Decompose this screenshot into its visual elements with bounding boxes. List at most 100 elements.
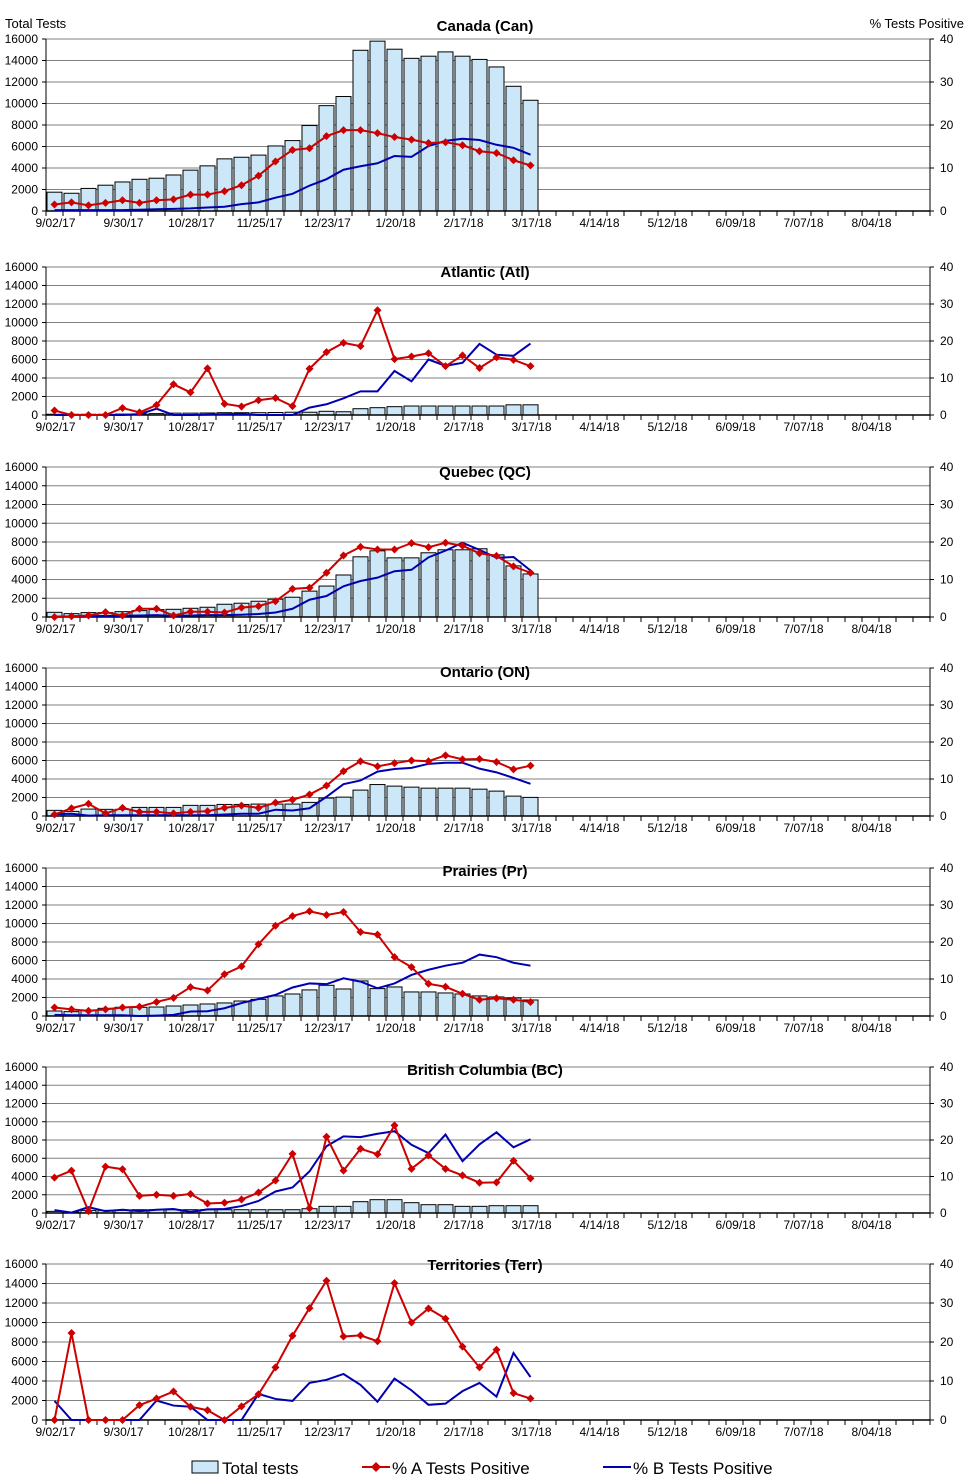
x-tick-label: 4/14/18	[579, 1425, 619, 1439]
x-tick-label: 9/30/17	[103, 216, 143, 230]
marker-pct-a	[50, 1173, 59, 1182]
x-tick-label: 1/20/18	[375, 1218, 415, 1232]
x-tick-label: 1/20/18	[375, 420, 415, 434]
bar-total-tests	[199, 165, 216, 212]
y2-tick-label: 0	[940, 1413, 947, 1427]
x-tick-label: 4/14/18	[579, 821, 619, 835]
line-pct-b	[54, 1130, 531, 1214]
x-tick-label: 11/25/17	[237, 1021, 283, 1035]
y-tick-label: 2000	[11, 791, 38, 805]
marker-pct-a	[288, 584, 297, 593]
marker-pct-a	[67, 612, 76, 621]
y2-tick-label: 20	[940, 1133, 954, 1147]
x-tick-label: 10/28/17	[168, 1021, 215, 1035]
x-tick-label: 2/17/18	[443, 821, 483, 835]
marker-pct-a	[322, 132, 331, 141]
bar-total-tests	[301, 125, 318, 212]
marker-pct-a	[271, 921, 280, 930]
x-tick-label: 10/28/17	[168, 821, 215, 835]
marker-pct-a	[101, 198, 110, 207]
y-tick-label: 4000	[11, 371, 38, 385]
bar-total-tests	[318, 585, 335, 618]
bar-total-tests	[216, 158, 233, 212]
x-tick-label: 1/20/18	[375, 1425, 415, 1439]
x-tick-label: 8/04/18	[851, 216, 891, 230]
legend: Total tests % A Tests Positive % B Tests…	[191, 1459, 773, 1478]
bar-total-tests	[352, 789, 369, 817]
y-tick-label: 10000	[5, 717, 39, 731]
y-tick-label: 12000	[5, 1296, 39, 1310]
marker-pct-a	[220, 187, 229, 196]
marker-pct-a	[356, 342, 365, 351]
bar-total-tests	[148, 177, 165, 212]
y-tick-label: 16000	[5, 861, 39, 875]
y-tick-label: 14000	[5, 54, 39, 68]
bar-total-tests	[522, 1205, 539, 1214]
x-tick-label: 1/20/18	[375, 216, 415, 230]
x-tick-label: 11/25/17	[237, 420, 283, 434]
marker-pct-a	[84, 411, 93, 419]
bar-total-tests	[488, 790, 505, 817]
marker-pct-a	[305, 144, 314, 153]
x-tick-label: 10/28/17	[168, 622, 215, 636]
x-tick-label: 6/09/18	[715, 1425, 755, 1439]
marker-pct-a	[322, 568, 331, 577]
bar-total-tests	[352, 980, 369, 1017]
marker-pct-a	[305, 907, 314, 916]
marker-pct-a	[441, 362, 450, 371]
x-tick-label: 3/17/18	[511, 216, 551, 230]
marker-pct-a	[339, 1166, 348, 1175]
bar-total-tests	[369, 784, 386, 817]
x-tick-label: 6/09/18	[715, 216, 755, 230]
bar-total-tests	[318, 984, 335, 1017]
marker-pct-a	[526, 997, 535, 1006]
bar-total-tests	[471, 405, 488, 416]
bar-total-tests	[386, 406, 403, 416]
bar-total-tests	[454, 405, 471, 416]
x-tick-label: 8/04/18	[851, 622, 891, 636]
marker-pct-a	[50, 1416, 59, 1424]
marker-pct-a	[101, 1416, 110, 1424]
marker-pct-a	[424, 1304, 433, 1313]
panel-title: Quebec (QC)	[439, 464, 531, 481]
bar-total-tests	[369, 1199, 386, 1214]
marker-pct-a	[475, 995, 484, 1004]
marker-pct-a	[492, 353, 501, 362]
marker-pct-a	[67, 1166, 76, 1175]
bar-total-tests	[386, 557, 403, 618]
marker-pct-a	[373, 1150, 382, 1159]
marker-pct-a	[407, 539, 416, 548]
panel-3: 0 2000 4000 6000 8000 10000 12000 14000 16000 0 10…	[5, 661, 954, 835]
y-tick-label: 4000	[11, 161, 38, 175]
bar-total-tests	[420, 55, 437, 212]
y-tick-label: 6000	[11, 1355, 38, 1369]
x-tick-label: 2/17/18	[443, 622, 483, 636]
y-tick-label: 14000	[5, 880, 39, 894]
x-tick-label: 8/04/18	[851, 1425, 891, 1439]
marker-pct-a	[135, 604, 144, 613]
bar-total-tests	[471, 58, 488, 212]
x-tick-label: 2/17/18	[443, 1425, 483, 1439]
right-axis-title: % Tests Positive	[870, 16, 964, 31]
marker-pct-a	[492, 1345, 501, 1354]
marker-pct-a	[237, 962, 246, 971]
bar-total-tests	[454, 1205, 471, 1214]
x-tick-label: 3/17/18	[511, 622, 551, 636]
marker-pct-a	[169, 993, 178, 1002]
x-tick-label: 4/14/18	[579, 1021, 619, 1035]
bar-total-tests	[505, 795, 522, 817]
x-tick-label: 2/17/18	[443, 420, 483, 434]
marker-pct-a	[135, 198, 144, 207]
y-tick-label: 8000	[11, 735, 38, 749]
x-tick-label: 3/17/18	[511, 420, 551, 434]
marker-pct-a	[356, 757, 365, 766]
y2-tick-label: 30	[940, 498, 954, 512]
x-tick-label: 6/09/18	[715, 821, 755, 835]
marker-pct-a	[186, 1402, 195, 1411]
bar-total-tests	[386, 1199, 403, 1214]
bar-total-tests	[284, 993, 301, 1017]
marker-pct-a	[135, 1191, 144, 1200]
marker-pct-a	[509, 1156, 518, 1165]
marker-pct-a	[458, 1171, 467, 1180]
marker-pct-a	[322, 1276, 331, 1285]
